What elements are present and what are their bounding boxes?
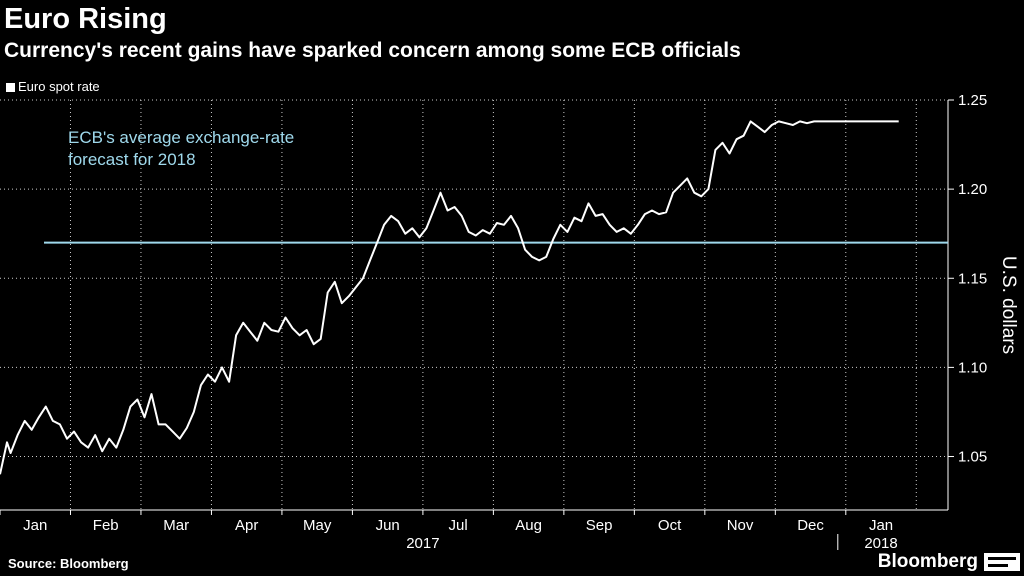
x-tick-label: Jun xyxy=(376,517,400,534)
source-note: Source: Bloomberg xyxy=(8,556,129,571)
x-tick-label: Sep xyxy=(586,517,613,534)
x-tick-label: Feb xyxy=(93,517,119,534)
chart-title: Euro Rising xyxy=(4,3,167,35)
y-tick-label: 1.05 xyxy=(958,449,987,466)
x-tick-label: Aug xyxy=(515,517,542,534)
x-tick-label: Jan xyxy=(23,517,47,534)
x-tick-label: Nov xyxy=(727,517,754,534)
x-tick-label: Jul xyxy=(449,517,468,534)
x-tick-label: Oct xyxy=(658,517,682,534)
reference-annotation: ECB's average exchange-rate xyxy=(68,128,294,147)
y-tick-label: 1.15 xyxy=(958,270,987,287)
y-tick-label: 1.20 xyxy=(958,181,987,198)
reference-annotation: forecast for 2018 xyxy=(68,150,196,169)
x-tick-label: Jan xyxy=(869,517,893,534)
legend: Euro spot rate xyxy=(6,79,100,95)
chart-subtitle: Currency's recent gains have sparked con… xyxy=(4,39,741,62)
x-tick-label: Apr xyxy=(235,517,258,534)
brand-mark-icon xyxy=(984,553,1020,571)
y-tick-label: 1.25 xyxy=(958,92,987,109)
y-tick-label: 1.10 xyxy=(958,359,987,376)
series-line-euro-spot xyxy=(0,120,899,475)
x-tick-label: Dec xyxy=(797,517,824,534)
brand-logo-text: Bloomberg xyxy=(877,551,978,572)
x-tick-label: May xyxy=(303,517,332,534)
legend-swatch xyxy=(6,82,15,92)
x-tick-label: Mar xyxy=(163,517,189,534)
y-axis-title: U.S. dollars xyxy=(998,256,1019,354)
year-label: 2017 xyxy=(406,535,439,552)
legend-label: Euro spot rate xyxy=(18,79,100,94)
year-label: 2018 xyxy=(864,535,897,552)
